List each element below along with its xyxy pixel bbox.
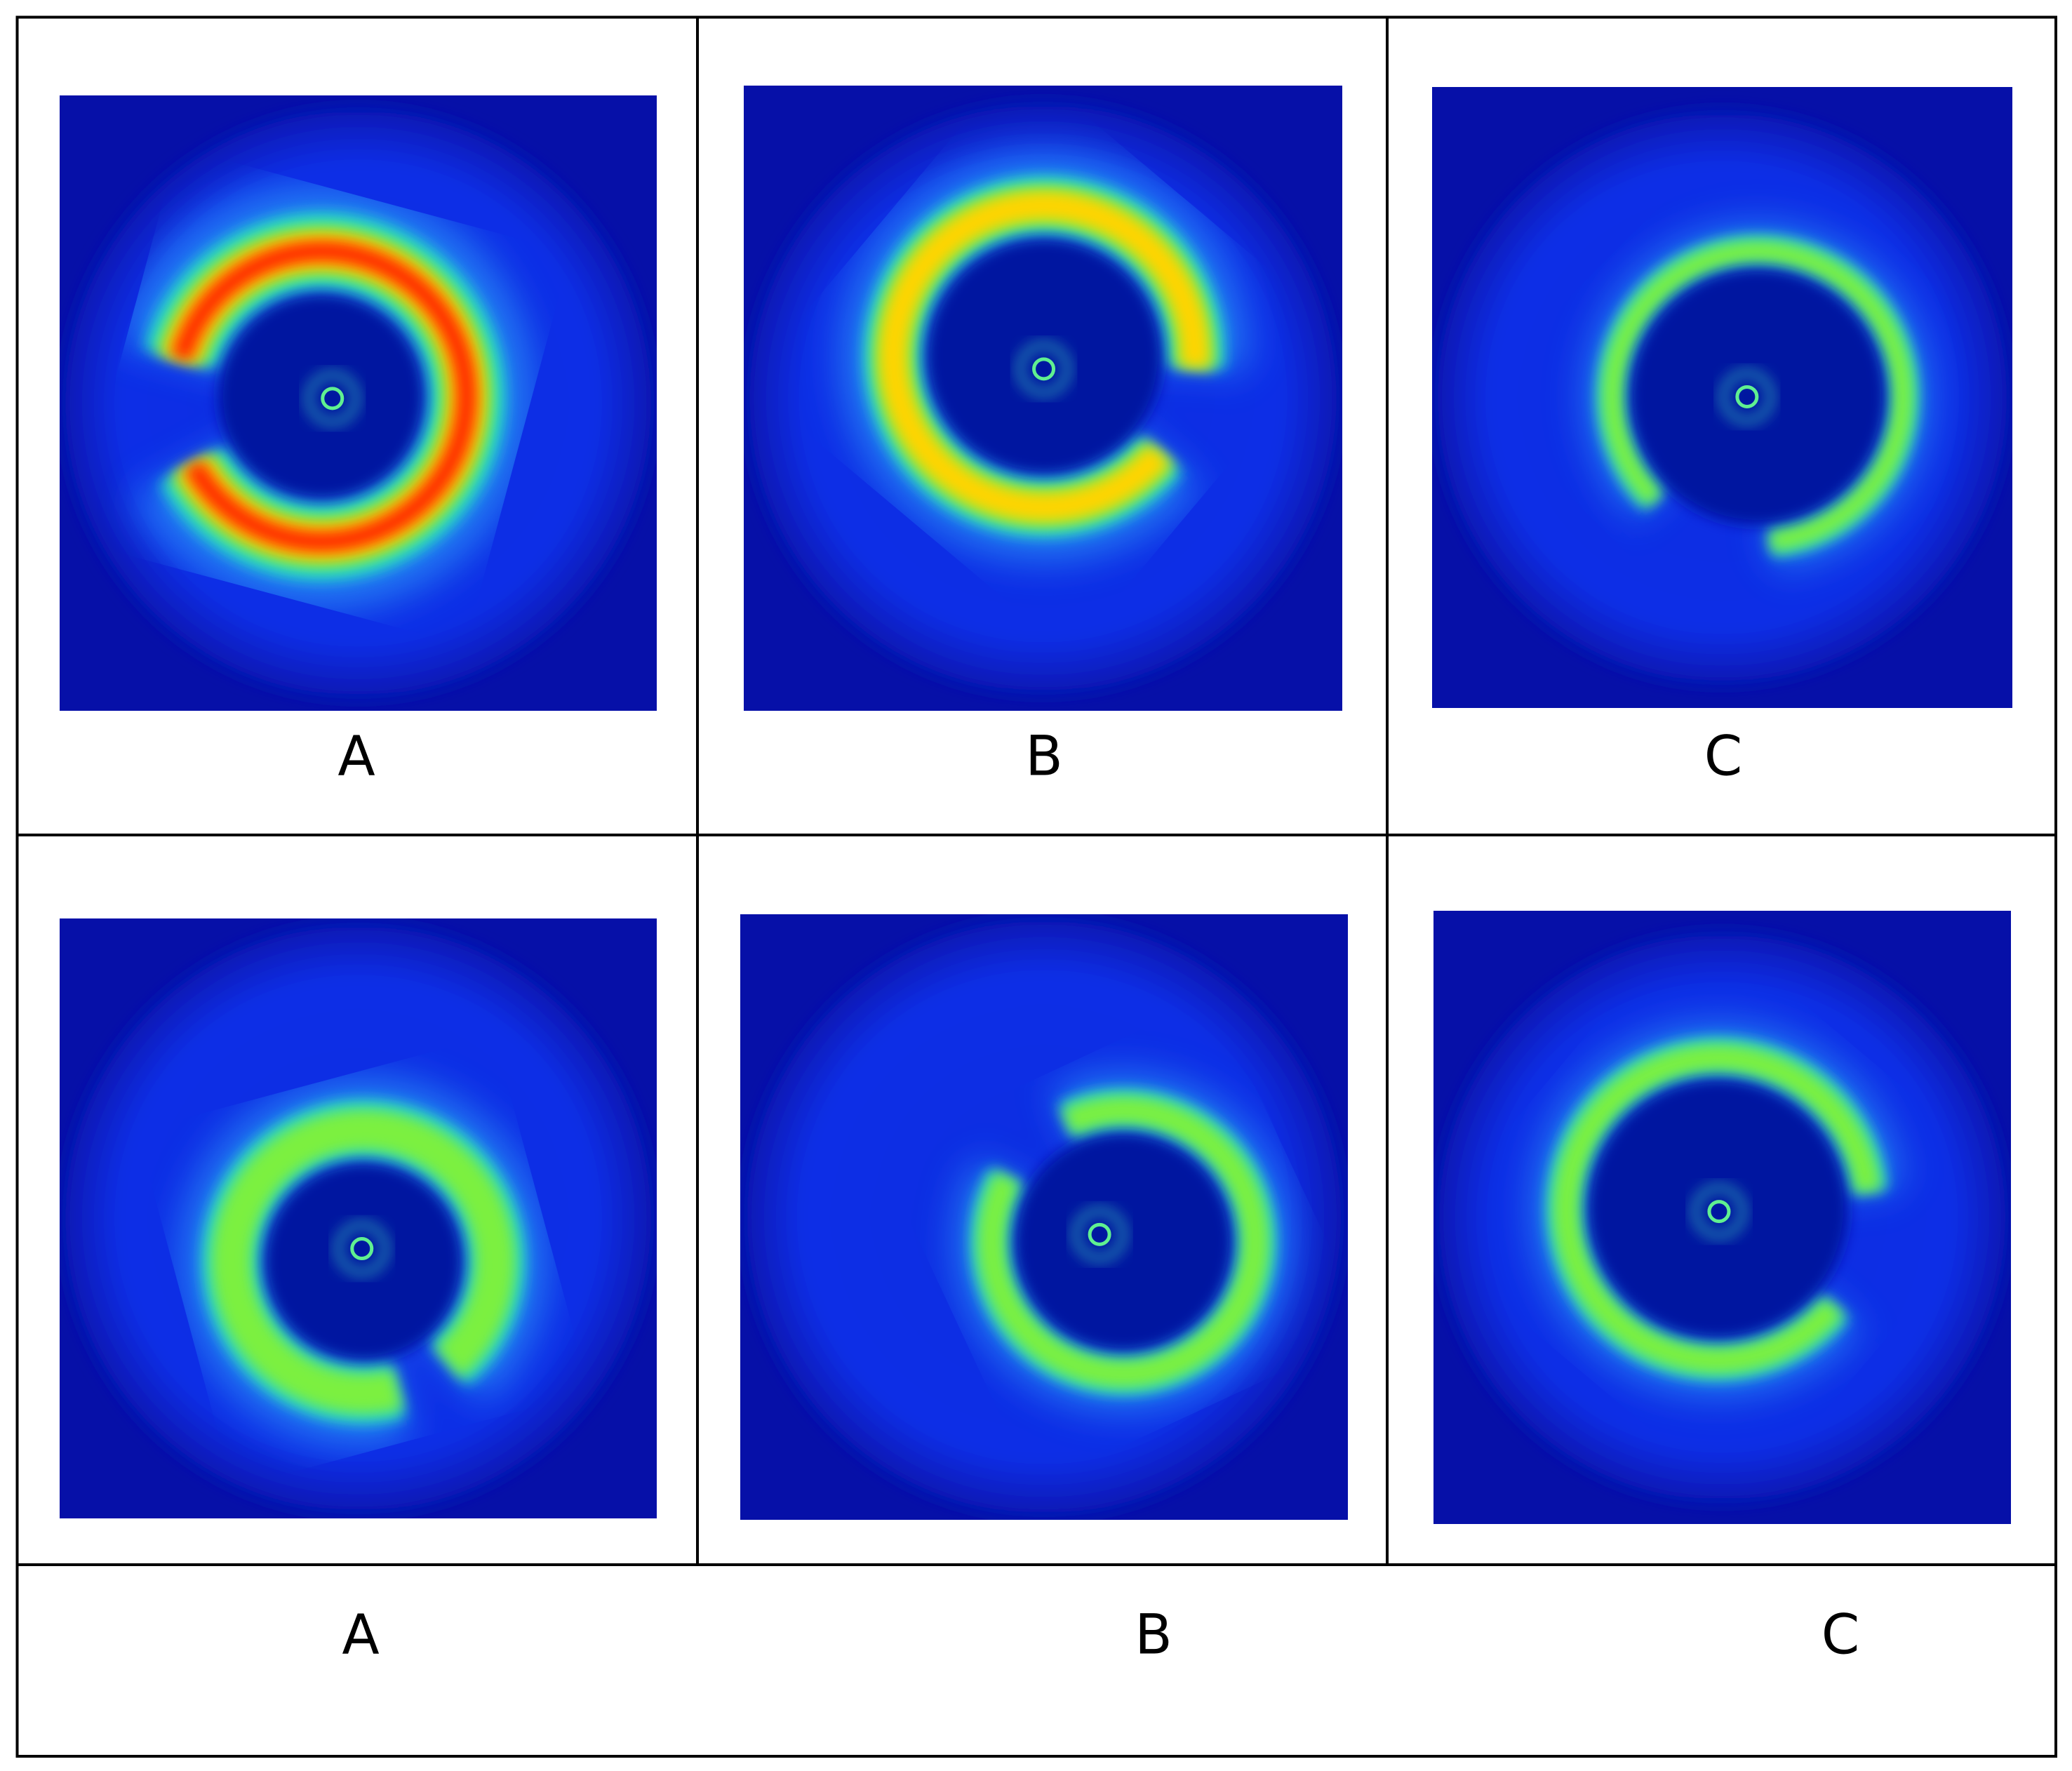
catheter <box>1735 385 1759 408</box>
vessel-wall <box>166 241 477 552</box>
catheter <box>1692 1185 1745 1238</box>
catheter <box>1074 1208 1126 1261</box>
catheter <box>1720 370 1773 423</box>
catheter <box>335 1222 388 1275</box>
lumen <box>264 1162 463 1361</box>
vessel-wall <box>1602 241 1913 552</box>
panel-label: C <box>1704 725 1742 788</box>
panel-label: A <box>337 725 375 788</box>
vessel-wall <box>211 1109 516 1414</box>
catheter <box>1707 1200 1731 1224</box>
catheter <box>1088 1222 1111 1246</box>
catheter <box>1017 342 1070 395</box>
vessel-wall <box>977 1096 1269 1388</box>
lumen <box>1587 1078 1848 1339</box>
image-layer <box>60 86 2012 1524</box>
oct-image <box>1433 911 2011 1524</box>
catheter <box>306 372 359 425</box>
table-border <box>15 15 2057 1758</box>
panel-label: C <box>1822 1603 1859 1666</box>
panel-label: A <box>342 1603 379 1666</box>
oct-image <box>740 914 1348 1520</box>
lumen <box>925 238 1163 475</box>
oct-image <box>60 95 657 711</box>
panel-label: B <box>1135 1603 1172 1666</box>
oct-image <box>744 86 1342 711</box>
oct-image <box>1432 87 2012 708</box>
vessel-wall <box>1553 1044 1883 1374</box>
panel-label: B <box>1025 725 1063 788</box>
oct-image <box>60 918 657 1518</box>
catheter <box>321 387 345 410</box>
catheter <box>1032 357 1056 381</box>
catheter <box>350 1237 374 1261</box>
